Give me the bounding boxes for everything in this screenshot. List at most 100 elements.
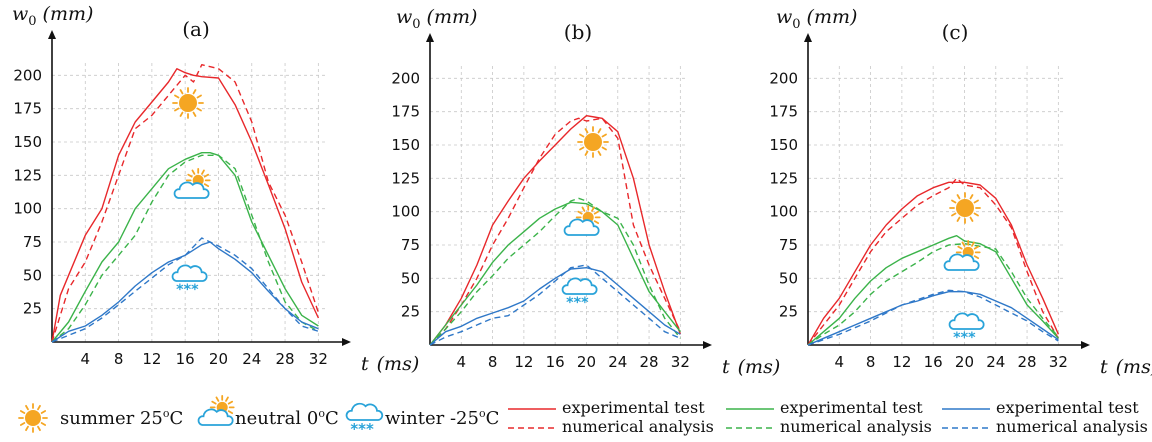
sun-icon bbox=[949, 192, 981, 224]
x-tick-label: 4 bbox=[81, 350, 91, 368]
x-tick-label: 32 bbox=[671, 353, 690, 371]
panel-label: (b) bbox=[564, 20, 592, 44]
x-tick-label: 32 bbox=[309, 350, 328, 368]
panel-label: (c) bbox=[942, 20, 969, 44]
legend-summer: summer 25oC bbox=[18, 403, 183, 433]
legend: summer 25oC neutral 0oC *** winter -25oC… bbox=[18, 394, 1148, 438]
sun-icon bbox=[577, 126, 609, 158]
y-tick-label: 175 bbox=[13, 100, 42, 118]
y-tick-label: 150 bbox=[13, 133, 42, 151]
y-axis-label: w0 (mm) bbox=[12, 3, 93, 29]
x-tick-label: 32 bbox=[1049, 353, 1068, 371]
x-tick-label: 24 bbox=[242, 350, 261, 368]
cloud-snow-icon-glyph: *** bbox=[345, 402, 384, 438]
x-tick-label: 4 bbox=[457, 353, 467, 371]
y-tick-label: 150 bbox=[391, 136, 420, 154]
grid bbox=[430, 63, 686, 345]
y-tick-label: 125 bbox=[13, 166, 42, 184]
series-winter-experimental bbox=[807, 291, 1059, 346]
y-tick-label: 200 bbox=[769, 69, 798, 87]
y-axis-label: w0 (mm) bbox=[396, 6, 477, 32]
legend-blue-dashed-label: numerical analysis bbox=[996, 417, 1148, 436]
panel-label: (a) bbox=[182, 17, 210, 41]
cloud-sun-icon-glyph bbox=[197, 394, 235, 426]
series-summer-experimental bbox=[807, 181, 1060, 346]
series-winter-numerical bbox=[807, 289, 1059, 346]
legend-red-solid-label: experimental test bbox=[562, 398, 705, 417]
x-tick-label: 28 bbox=[276, 350, 295, 368]
series-neutral-numerical bbox=[51, 154, 319, 343]
cloud-sun-icon bbox=[173, 167, 211, 199]
series-neutral-experimental bbox=[51, 152, 319, 343]
legend-green-solid-label: experimental test bbox=[780, 398, 923, 417]
legend-neutral-label: neutral 0oC bbox=[235, 407, 339, 429]
series-neutral-numerical bbox=[429, 197, 681, 346]
series-winter-experimental bbox=[429, 267, 681, 346]
legend-winter: *** winter -25oC bbox=[345, 402, 499, 438]
y-tick-label: 125 bbox=[391, 169, 420, 187]
x-tick-label: 20 bbox=[209, 350, 228, 368]
series-summer-numerical bbox=[807, 177, 1060, 346]
x-axis-label: t(ms) bbox=[1100, 356, 1152, 378]
x-axis-label: t(ms) bbox=[722, 356, 780, 378]
series-summer-experimental bbox=[429, 115, 682, 346]
x-tick-label: 8 bbox=[488, 353, 498, 371]
legend-neutral: neutral 0oC bbox=[197, 394, 339, 429]
y-tick-label: 75 bbox=[401, 236, 420, 254]
y-tick-label: 75 bbox=[23, 233, 42, 251]
sun-icon-glyph bbox=[18, 403, 48, 433]
series-neutral-experimental bbox=[429, 201, 681, 346]
x-tick-label: 24 bbox=[608, 353, 627, 371]
x-tick-label: 8 bbox=[114, 350, 124, 368]
series-neutral-numerical bbox=[807, 243, 1059, 346]
x-tick-label: 4 bbox=[835, 353, 845, 371]
cloud-snow-icon: *** bbox=[561, 277, 598, 311]
cloud-snow-icon-stars: *** bbox=[566, 295, 589, 311]
panel-c: 4 8 12 16 20 24 28 32 25 50 75 100 125 150 175 200 (c) w0… bbox=[769, 6, 1152, 378]
y-tick-label: 150 bbox=[769, 136, 798, 154]
x-tick-label: 20 bbox=[577, 353, 596, 371]
cloud-snow-icon-stars: *** bbox=[176, 282, 199, 298]
legend-blue: experimental test numerical analysis bbox=[942, 398, 1148, 436]
y-tick-label: 75 bbox=[779, 236, 798, 254]
y-tick-label: 25 bbox=[401, 303, 420, 321]
y-tick-label: 25 bbox=[23, 300, 42, 318]
y-tick-label: 175 bbox=[769, 103, 798, 121]
series-winter-numerical bbox=[429, 264, 681, 346]
cloud-sun-icon bbox=[197, 394, 235, 426]
series-winter-numerical bbox=[51, 237, 319, 343]
grid bbox=[808, 63, 1064, 345]
x-tick-label: 28 bbox=[1018, 353, 1037, 371]
x-tick-label: 12 bbox=[892, 353, 911, 371]
y-tick-label: 100 bbox=[391, 203, 420, 221]
x-tick-label: 12 bbox=[142, 350, 161, 368]
y-tick-label: 200 bbox=[13, 66, 42, 84]
legend-red-dashed-label: numerical analysis bbox=[562, 417, 714, 436]
y-tick-label: 50 bbox=[779, 269, 798, 287]
cloud-snow-icon: *** bbox=[948, 312, 985, 346]
legend-blue-solid-label: experimental test bbox=[996, 398, 1139, 417]
panel-b: 4 8 12 16 20 24 28 32 25 50 75 100 125 150 175 200 (b) w0… bbox=[391, 6, 780, 378]
x-axis-label: t(ms) bbox=[361, 353, 419, 375]
y-tick-label: 100 bbox=[13, 200, 42, 218]
legend-green-dashed-label: numerical analysis bbox=[780, 417, 932, 436]
x-tick-label: 24 bbox=[986, 353, 1005, 371]
cloud-snow-icon-glyph-stars: *** bbox=[350, 420, 374, 438]
series-winter-experimental bbox=[51, 241, 319, 343]
series-neutral-experimental bbox=[807, 235, 1059, 346]
y-tick-label: 50 bbox=[23, 266, 42, 284]
panel-a: 4 8 12 16 20 24 28 32 25 50 75 100 125 150 175 200 (a) w0… bbox=[12, 3, 419, 375]
cloud-sun-icon bbox=[943, 239, 981, 271]
series-summer-numerical bbox=[51, 64, 320, 343]
legend-green: experimental test numerical analysis bbox=[726, 398, 932, 436]
y-tick-label: 100 bbox=[769, 203, 798, 221]
y-tick-label: 175 bbox=[391, 103, 420, 121]
x-tick-label: 16 bbox=[176, 350, 195, 368]
cloud-sun-icon bbox=[563, 204, 601, 236]
x-tick-label: 16 bbox=[546, 353, 565, 371]
y-tick-label: 125 bbox=[769, 169, 798, 187]
y-axis-label: w0 (mm) bbox=[776, 6, 857, 32]
cloud-snow-icon-stars: *** bbox=[953, 330, 976, 346]
sun-icon bbox=[172, 87, 204, 119]
